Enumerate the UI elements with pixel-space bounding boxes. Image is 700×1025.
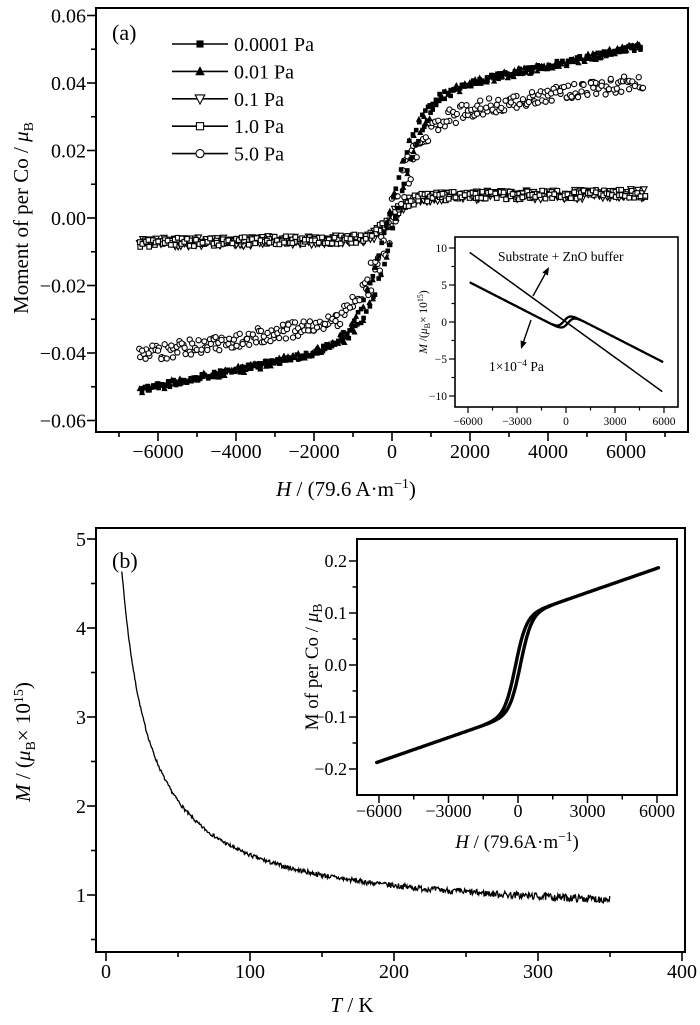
svg-text:2: 2 <box>76 796 86 818</box>
svg-text:4000: 4000 <box>528 441 568 463</box>
svg-text:0.0: 0.0 <box>325 655 348 675</box>
panel-a-series <box>135 40 649 396</box>
svg-text:5: 5 <box>441 280 447 292</box>
svg-text:400: 400 <box>667 961 697 983</box>
panel-a: −6000 −4000 −2000 0 2000 4000 6000 0.06 0.04 0.02… <box>9 6 689 501</box>
svg-text:3000: 3000 <box>603 416 626 428</box>
svg-text:0.01 Pa: 0.01 Pa <box>234 61 294 83</box>
svg-text:−0.2: −0.2 <box>314 759 347 779</box>
panel-a-inset-ylabel: M /(μB× 1015) <box>416 290 432 355</box>
panel-b-inset-ylabel: M of per Co / μB <box>302 604 325 731</box>
panel-b-xlabel: T / K <box>330 993 373 1017</box>
svg-text:1: 1 <box>76 885 86 907</box>
panel-a-xlabel: H / (79.6 A·m−1) <box>275 477 416 501</box>
panel-b: 0 100 200 300 400 5 4 3 2 1 (b) M / (μB× 1015) T … <box>11 527 697 1017</box>
svg-text:−2000: −2000 <box>288 441 339 463</box>
svg-text:−3000: −3000 <box>502 416 532 428</box>
annotation-substrate-zno-buffer: Substrate + ZnO buffer <box>498 249 624 264</box>
panel-b-inset-xlabel: H / (79.6A·m−1) <box>454 829 579 853</box>
svg-text:0: 0 <box>387 441 397 463</box>
svg-text:5: 5 <box>76 529 86 551</box>
panel-a-inset-axes: −6000 −3000 0 3000 6000 10 5 0 −5 −10 <box>429 236 679 428</box>
svg-text:−5: −5 <box>435 354 447 366</box>
svg-text:1.0 Pa: 1.0 Pa <box>234 116 284 138</box>
svg-text:0.2: 0.2 <box>325 551 348 571</box>
panel-a-inset-arrows <box>520 267 549 349</box>
panel-b-inset: −6000 −3000 0 3000 6000 0.2 0.1 0.0 −0.1 −0.2 M o… <box>302 538 678 853</box>
svg-text:−0.06: −0.06 <box>40 411 86 433</box>
panel-a-inset-series <box>469 251 664 393</box>
svg-text:−3000: −3000 <box>425 801 471 821</box>
svg-text:0: 0 <box>514 801 523 821</box>
svg-text:10: 10 <box>436 243 448 255</box>
panel-a-inset: −6000 −3000 0 3000 6000 10 5 0 −5 −10 M /(μB× 101… <box>416 236 679 428</box>
panel-b-ylabel: M / (μB× 1015) <box>11 682 39 803</box>
svg-text:0: 0 <box>441 317 447 329</box>
svg-text:6000: 6000 <box>606 441 646 463</box>
panel-a-axes: −6000 −4000 −2000 0 2000 4000 6000 0.06 0.04 0.02… <box>40 6 689 463</box>
svg-text:300: 300 <box>523 961 553 983</box>
panel-b-tag: (b) <box>112 548 138 573</box>
svg-text:−0.02: −0.02 <box>40 276 86 298</box>
svg-text:0: 0 <box>101 961 111 983</box>
svg-text:−0.1: −0.1 <box>314 707 347 727</box>
svg-text:100: 100 <box>235 961 265 983</box>
svg-text:0.0001 Pa: 0.0001 Pa <box>234 34 314 56</box>
svg-text:4: 4 <box>76 618 86 640</box>
svg-text:200: 200 <box>379 961 409 983</box>
svg-text:0.1 Pa: 0.1 Pa <box>234 89 284 111</box>
svg-text:−0.04: −0.04 <box>40 343 86 365</box>
svg-text:0.1: 0.1 <box>325 603 348 623</box>
svg-text:0.04: 0.04 <box>51 73 86 95</box>
svg-text:−6000: −6000 <box>356 801 402 821</box>
svg-text:−6000: −6000 <box>132 441 183 463</box>
panel-a-ylabel: Moment of per Co / μB <box>9 122 37 314</box>
panel-a-legend: 0.0001 Pa 0.01 Pa 0.1 Pa 1.0 Pa 5.0 Pa <box>172 34 314 166</box>
svg-text:3: 3 <box>76 707 86 729</box>
annotation-low-pressure: 1×10−4 Pa <box>489 359 544 374</box>
panel-a-tag: (a) <box>112 20 136 45</box>
svg-text:2000: 2000 <box>450 441 490 463</box>
svg-text:−4000: −4000 <box>210 441 261 463</box>
svg-text:5.0 Pa: 5.0 Pa <box>234 144 284 166</box>
svg-text:6000: 6000 <box>652 416 675 428</box>
svg-text:0.06: 0.06 <box>51 6 86 28</box>
svg-text:0.00: 0.00 <box>51 208 86 230</box>
panel-b-inset-axes: −6000 −3000 0 3000 6000 0.2 0.1 0.0 −0.1 −0.2 <box>314 538 678 821</box>
svg-text:0: 0 <box>563 416 569 428</box>
panel-b-series <box>121 571 611 904</box>
panel-b-axes: 0 100 200 300 400 5 4 3 2 1 <box>76 527 697 983</box>
svg-text:6000: 6000 <box>639 801 675 821</box>
svg-text:−6000: −6000 <box>453 416 483 428</box>
svg-text:0.02: 0.02 <box>51 141 86 163</box>
svg-text:3000: 3000 <box>570 801 606 821</box>
svg-text:−10: −10 <box>429 391 447 403</box>
panel-b-inset-series <box>375 566 661 765</box>
